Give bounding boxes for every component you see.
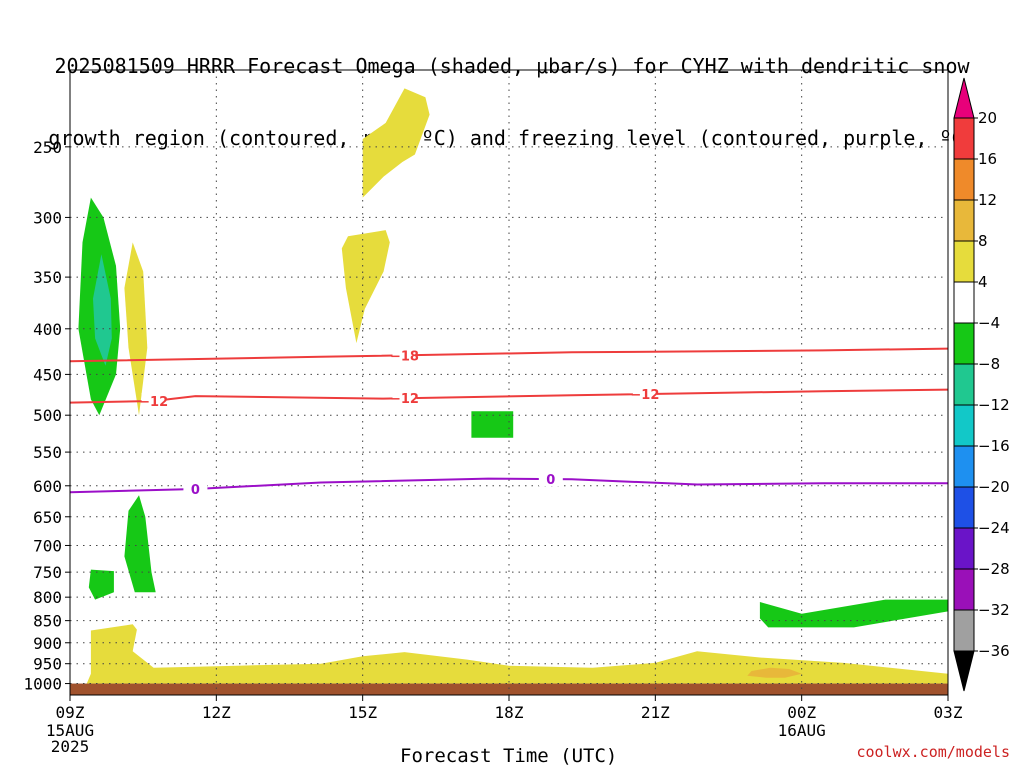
colorbar-label: −36 — [978, 642, 1010, 660]
colorbar-top-arrow — [953, 77, 975, 119]
colorbar-label: 4 — [978, 273, 988, 291]
colorbar-label: −4 — [978, 314, 1000, 332]
y-tick-label: 250 — [33, 138, 62, 157]
colorbar-label: −28 — [978, 560, 1010, 578]
colorbar-bottom-arrow — [953, 650, 975, 692]
y-tick-label: 600 — [33, 477, 62, 496]
x-date-label: 16AUG — [778, 721, 826, 740]
x-date-label: 2025 — [51, 737, 90, 756]
dendritic-contour-label: −12 — [390, 392, 419, 407]
y-tick-label: 300 — [33, 208, 62, 227]
y-tick-label: 850 — [33, 612, 62, 631]
terrain-fill — [70, 683, 948, 695]
colorbar-cell — [953, 363, 975, 406]
x-tick-label: 21Z — [641, 703, 670, 722]
freezing-contour-label: 0 — [191, 483, 200, 498]
y-tick-label: 550 — [33, 443, 62, 462]
freezing-contour-label-bg — [538, 471, 563, 487]
dendritic-contour-label-bg — [632, 386, 657, 402]
colorbar-label: −16 — [978, 437, 1010, 455]
dendritic-contour-label-bg — [392, 390, 417, 406]
colorbar-cell — [953, 158, 975, 201]
x-axis-label: Forecast Time (UTC) — [400, 745, 618, 767]
y-tick-label: 650 — [33, 508, 62, 527]
freezing-contour-line — [69, 477, 948, 494]
dendritic-contour-label: −12 — [139, 395, 168, 410]
x-tick-label: 18Z — [495, 703, 524, 722]
colorbar-label: −20 — [978, 478, 1010, 496]
colorbar-label: −32 — [978, 601, 1010, 619]
y-tick-label: 800 — [33, 588, 62, 607]
colorbar-cell — [953, 240, 975, 283]
colorbar-label: −8 — [978, 355, 1000, 373]
colorbar-label: 12 — [978, 191, 997, 209]
colorbar-cell — [953, 609, 975, 652]
y-tick-label: 350 — [33, 268, 62, 287]
axes-layer: 250 300 350 400 450 500 550 600 650 700 750 800 850 9… — [23, 69, 963, 756]
colorbar-cell — [953, 445, 975, 488]
x-tick-label: 03Z — [934, 703, 963, 722]
dendritic-contour-label: −12 — [630, 388, 659, 403]
y-tick-label: 700 — [33, 536, 62, 555]
dendritic-contour-line — [69, 347, 949, 363]
y-tick-label: 900 — [33, 634, 62, 653]
colorbar-cell — [953, 281, 975, 324]
freezing-contour-label-bg — [183, 480, 208, 496]
x-tick-label: 12Z — [202, 703, 231, 722]
omega-region — [86, 624, 948, 684]
omega-region — [362, 88, 430, 198]
colorbar-label: −24 — [978, 519, 1010, 537]
credit-text: coolwx.com/models — [856, 743, 1010, 761]
omega-region — [747, 667, 802, 678]
x-date-label: 15AUG — [46, 721, 94, 740]
omega-region — [341, 230, 390, 344]
omega-region — [88, 569, 114, 600]
colorbar-label: 16 — [978, 150, 997, 168]
colorbar-cell — [953, 404, 975, 447]
freezing-contour-label: 0 — [546, 473, 555, 488]
dendritic-contour-label: −18 — [390, 349, 419, 364]
omega-region — [124, 495, 156, 593]
colorbar-cell — [953, 199, 975, 242]
contour-layer: −18 −12 −12 −12 0 0 — [69, 347, 949, 498]
colorbar-cell — [953, 486, 975, 529]
x-tick-label: 09Z — [56, 703, 85, 722]
omega-region — [759, 599, 948, 628]
y-tick-label: 500 — [33, 406, 62, 425]
chart-title: 2025081509 HRRR Forecast Omega (shaded, … — [0, 6, 1024, 174]
grid-layer — [70, 70, 948, 695]
colorbar-label: 20 — [978, 109, 997, 127]
omega-region — [471, 411, 514, 438]
y-tick-label: 450 — [33, 365, 62, 384]
colorbar-cell — [953, 527, 975, 570]
omega-region — [93, 254, 112, 366]
colorbar-cell — [953, 117, 975, 160]
dendritic-contour-label-bg — [141, 392, 166, 408]
colorbar-label: −12 — [978, 396, 1010, 414]
y-tick-label: 950 — [33, 655, 62, 674]
dendritic-contour-label-bg — [392, 347, 417, 363]
colorbar: 20 16 12 8 4 −4 −8 −12 −16 −20 −24 −28 −32 −36 — [953, 77, 1010, 692]
x-tick-label: 15Z — [348, 703, 377, 722]
dendritic-contour-line — [69, 388, 949, 404]
title-line-1: 2025081509 HRRR Forecast Omega (shaded, … — [54, 54, 970, 78]
y-tick-label: 1000 — [23, 675, 62, 694]
colorbar-cell — [953, 568, 975, 611]
colorbar-label: 8 — [978, 232, 988, 250]
colorbar-cell — [953, 322, 975, 365]
y-tick-label: 750 — [33, 563, 62, 582]
y-tick-label: 400 — [33, 320, 62, 339]
x-tick-label: 00Z — [787, 703, 816, 722]
